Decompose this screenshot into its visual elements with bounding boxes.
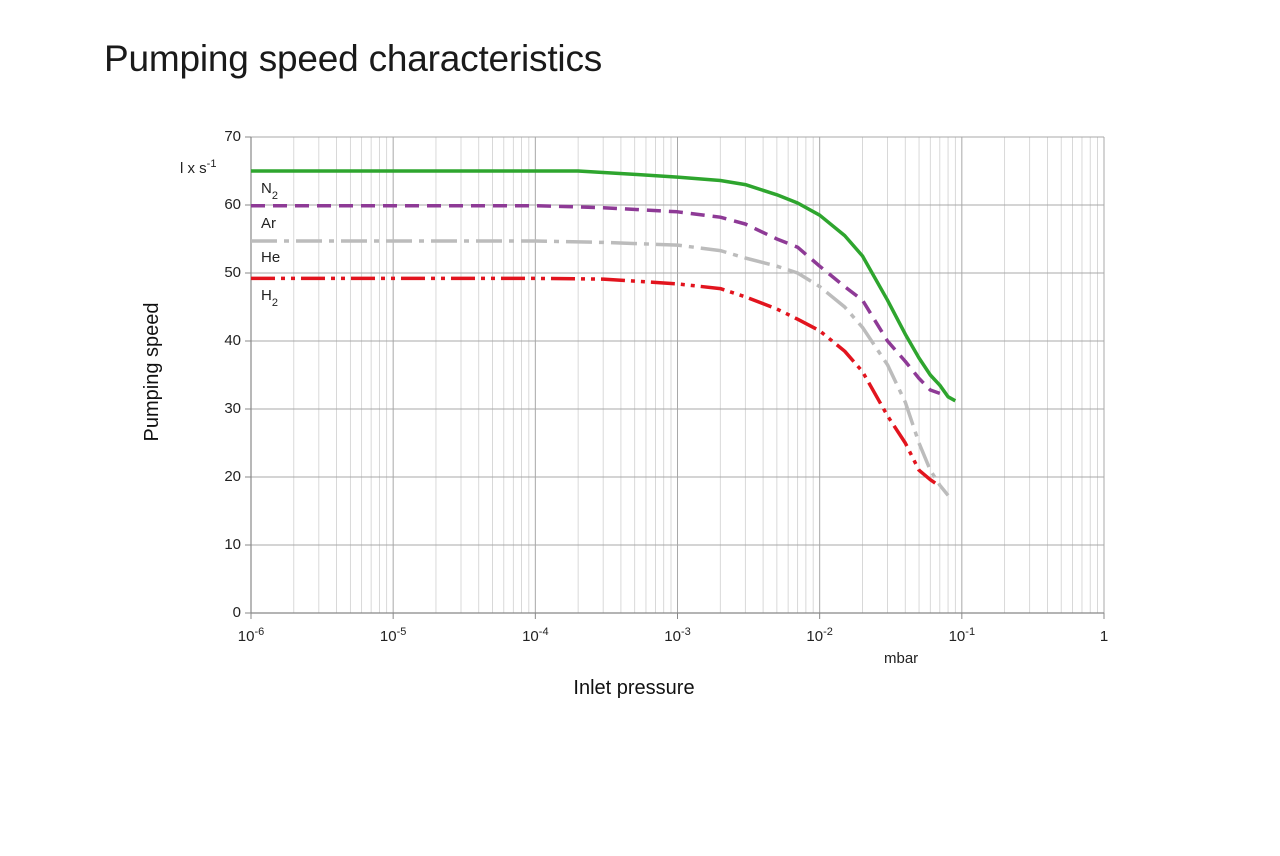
y-tick-label: 20 xyxy=(224,468,241,485)
y-tick-label: 0 xyxy=(233,604,241,621)
series-label-h2: H2 xyxy=(261,287,278,309)
series-label-ar: Ar xyxy=(261,215,276,232)
y-tick-label: 10 xyxy=(224,536,241,553)
x-tick-label: 10-5 xyxy=(380,626,406,645)
x-tick-label: 10-6 xyxy=(238,626,264,645)
x-axis-title: Inlet pressure xyxy=(573,677,694,699)
y-unit-label: l x s-1 xyxy=(180,158,216,177)
series-lines xyxy=(251,169,957,497)
x-tick-label: 10-4 xyxy=(522,626,548,645)
series-line-n2 xyxy=(251,169,957,403)
grid xyxy=(245,136,1105,619)
x-tick-label: 1 xyxy=(1100,628,1108,645)
series-label-he: He xyxy=(261,249,280,266)
y-tick-label: 30 xyxy=(224,400,241,417)
y-tick-label: 60 xyxy=(224,196,241,213)
series-line-h2 xyxy=(251,276,937,485)
y-tick-label: 50 xyxy=(224,264,241,281)
x-tick-label: 10-1 xyxy=(949,626,975,645)
x-tick-label: 10-3 xyxy=(664,626,690,645)
labels: 0 10 20 30 40 50 60 70 10-6 10-5 10-4 10-3 10-2 10-1 1… xyxy=(141,128,1108,699)
y-axis-title: Pumping speed xyxy=(141,303,163,442)
page-title: Pumping speed characteristics xyxy=(104,38,603,79)
y-tick-label: 70 xyxy=(224,128,241,145)
y-tick-label: 40 xyxy=(224,332,241,349)
x-unit-label: mbar xyxy=(884,650,918,667)
x-tick-label: 10-2 xyxy=(806,626,832,645)
series-label-n2: N2 xyxy=(261,180,278,202)
series-line-he xyxy=(251,239,950,497)
